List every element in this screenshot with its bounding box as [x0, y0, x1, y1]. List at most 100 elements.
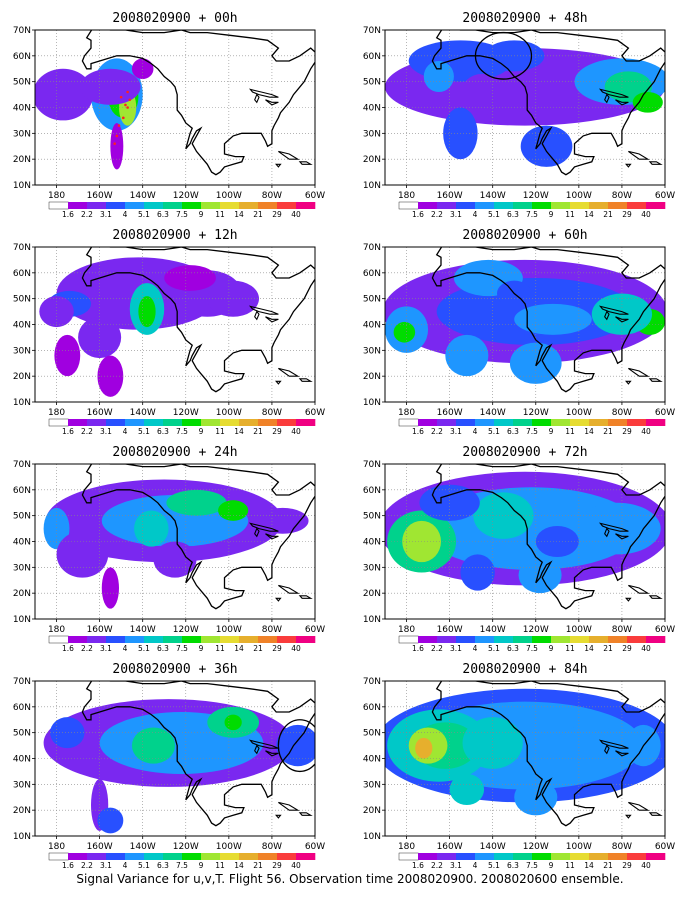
- x-tick-label: 100W: [566, 191, 592, 201]
- colorbar-label: 9: [549, 427, 554, 436]
- variance-contour: [518, 557, 562, 594]
- colorbar-label: 9: [199, 644, 204, 653]
- coastline-detail: [615, 533, 629, 540]
- colorbar-label: 14: [234, 644, 244, 653]
- colorbar-label: 7.5: [526, 210, 538, 219]
- coastline-detail: [298, 812, 313, 816]
- x-tick-label: 100W: [566, 625, 592, 635]
- y-tick-label: 30N: [13, 563, 31, 573]
- y-tick-label: 10N: [363, 398, 381, 408]
- colorbar-swatch: [570, 202, 590, 209]
- y-tick-label: 20N: [363, 372, 381, 382]
- coastline-detail: [254, 310, 260, 321]
- colorbar-label: 29: [622, 644, 632, 653]
- variance-field: [35, 681, 315, 836]
- x-tick-label: 60W: [655, 191, 675, 201]
- x-tick-label: 80W: [262, 408, 282, 418]
- x-tick-label: 160W: [437, 625, 463, 635]
- colorbar-swatch: [589, 202, 609, 209]
- colorbar-label: 7.5: [176, 210, 188, 219]
- variance-field: [35, 464, 315, 619]
- highlight-circle: [474, 31, 533, 80]
- coastline: [431, 30, 665, 176]
- colorbar-swatch: [201, 419, 221, 426]
- y-tick-label: 40N: [363, 104, 381, 114]
- colorbar-label: 29: [272, 210, 282, 219]
- colorbar-swatch: [608, 636, 628, 643]
- graticule: [385, 464, 665, 619]
- colorbar-label: 9: [549, 861, 554, 870]
- x-tick-label: 80W: [612, 408, 632, 418]
- variance-contour: [509, 342, 562, 384]
- coastline-detail: [298, 378, 313, 382]
- y-tick-label: 20N: [13, 155, 31, 165]
- y-tick-label: 20N: [13, 589, 31, 599]
- y-tick-label: 20N: [363, 155, 381, 165]
- x-tick-label: 140W: [480, 842, 506, 852]
- coastline-detail: [615, 99, 629, 106]
- colorbar-swatch: [532, 202, 552, 209]
- colorbar-label: 14: [234, 210, 244, 219]
- map-panel: 2008020900 + 48h 180 160W 140W 120W 100W 80W 60…: [363, 11, 675, 219]
- colorbar-swatch: [475, 419, 495, 426]
- colorbar-label: 4: [473, 644, 478, 653]
- x-tick-label: 80W: [612, 842, 632, 852]
- y-tick-label: 40N: [363, 755, 381, 765]
- colorbar-label: 21: [603, 427, 613, 436]
- colorbar-label: 40: [641, 861, 651, 870]
- colorbar-label: 5.1: [488, 644, 500, 653]
- graticule: [35, 247, 315, 402]
- x-tick-label: 120W: [173, 625, 199, 635]
- x-tick-label: 160W: [87, 408, 113, 418]
- colorbar-swatch: [258, 419, 278, 426]
- graticule: [35, 464, 315, 619]
- x-tick-label: 100W: [216, 842, 242, 852]
- variance-field: [385, 464, 665, 619]
- colorbar-swatch: [277, 202, 297, 209]
- colorbar-label: 6.3: [157, 427, 169, 436]
- y-tick-label: 10N: [13, 615, 31, 625]
- x-tick-label: 120W: [173, 408, 199, 418]
- colorbar-swatch: [418, 853, 438, 860]
- colorbar-label: 3.1: [100, 644, 112, 653]
- x-tick-label: 80W: [612, 191, 632, 201]
- colorbar-swatch: [513, 419, 533, 426]
- colorbar-swatch: [201, 636, 221, 643]
- coastline: [431, 464, 665, 610]
- variance-contour: [218, 500, 249, 521]
- coastline: [81, 247, 315, 393]
- coastline: [431, 247, 665, 393]
- y-tick-label: 20N: [363, 589, 381, 599]
- colorbar-label: 9: [199, 210, 204, 219]
- coastline-detail: [248, 739, 279, 749]
- colorbar-swatch: [87, 419, 107, 426]
- map-panel: 2008020900 + 24h 180 160W 140W 120W 100W 80W 60…: [13, 445, 325, 653]
- graticule: [385, 30, 665, 185]
- x-tick-label: 60W: [655, 408, 675, 418]
- colorbar-swatch: [87, 853, 107, 860]
- colorbar-swatch: [494, 419, 514, 426]
- coastline-detail: [265, 316, 279, 323]
- colorbar-label: 11: [215, 861, 225, 870]
- panel-title: 2008020900 + 84h: [462, 662, 587, 677]
- colorbar-swatch: [551, 636, 571, 643]
- y-tick-label: 10N: [13, 832, 31, 842]
- y-tick-label: 70N: [363, 677, 381, 687]
- coastline-detail: [648, 378, 663, 382]
- x-tick-label: 120W: [523, 842, 549, 852]
- colorbar-swatch: [475, 636, 495, 643]
- map-panel: 2008020900 + 12h 180 160W 140W 120W 100W 80W 60…: [13, 228, 325, 436]
- colorbar-swatch: [220, 419, 240, 426]
- colorbar-swatch: [68, 853, 88, 860]
- x-tick-label: 60W: [305, 408, 325, 418]
- y-tick-label: 50N: [13, 295, 31, 305]
- colorbar-swatch: [570, 853, 590, 860]
- coastline-detail: [254, 744, 260, 755]
- coastline-detail: [298, 161, 313, 165]
- variance-field: [385, 30, 665, 185]
- colorbar-label: 21: [253, 427, 263, 436]
- colorbar-swatch: [589, 419, 609, 426]
- x-tick-label: 100W: [216, 191, 242, 201]
- coastline-detail: [278, 801, 300, 811]
- variance-contour: [555, 724, 625, 772]
